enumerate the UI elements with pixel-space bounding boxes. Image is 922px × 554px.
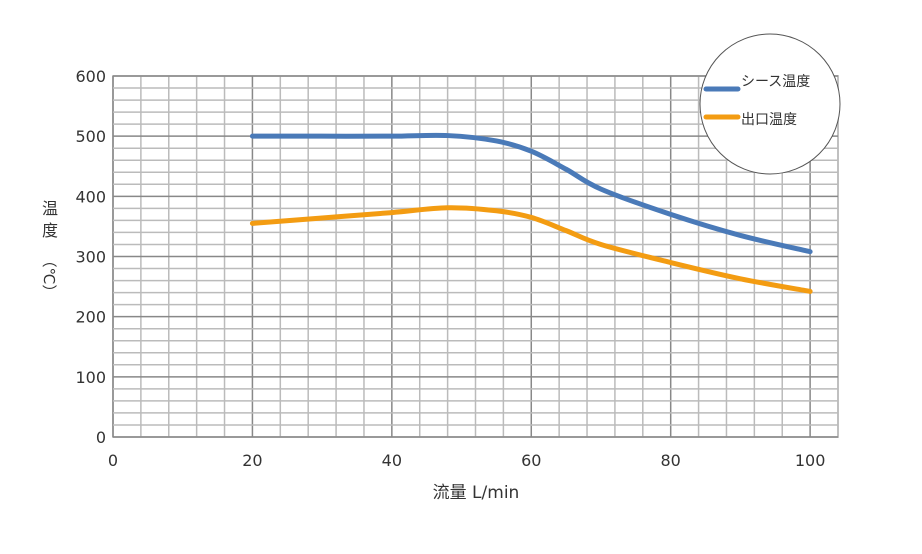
y-axis-label: 温 度 （℃）	[40, 199, 58, 299]
y-tick-labels: 0 100 200 300 400 500 600	[75, 67, 106, 447]
series-lines	[249, 132, 813, 294]
x-tick-label: 40	[382, 451, 402, 470]
y-tick-label: 0	[96, 428, 106, 447]
x-tick-label: 80	[661, 451, 681, 470]
legend-label-outlet: 出口温度	[741, 112, 797, 128]
y-axis-label-char: 温	[42, 199, 58, 218]
y-tick-label: 300	[75, 248, 106, 267]
y-axis-label-unit: （℃）	[40, 253, 58, 300]
x-tick-label: 0	[108, 451, 118, 470]
y-axis-label-char: 度	[42, 221, 58, 240]
x-axis-label: 流量 L/min	[433, 483, 520, 503]
y-tick-label: 100	[75, 368, 106, 387]
series-line-outlet-temp	[249, 205, 813, 294]
x-tick-label: 100	[795, 451, 826, 470]
y-tick-label: 400	[75, 187, 106, 206]
y-tick-label: 200	[75, 308, 106, 327]
y-tick-label: 600	[75, 67, 106, 86]
x-tick-label: 60	[521, 451, 541, 470]
x-tick-labels: 0 20 40 60 80 100	[108, 451, 825, 470]
x-tick-label: 20	[242, 451, 262, 470]
legend: シース温度 出口温度	[699, 33, 841, 175]
legend-label-sheath: シース温度	[741, 74, 810, 90]
series-line-sheath-temp	[249, 132, 813, 255]
y-tick-label: 500	[75, 127, 106, 146]
